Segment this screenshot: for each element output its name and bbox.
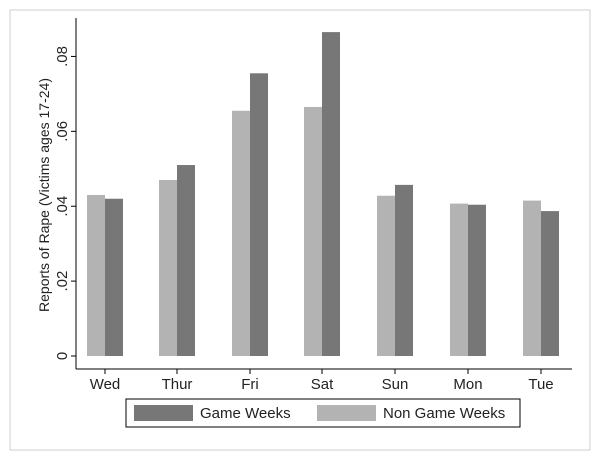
- legend-swatch: [134, 405, 193, 421]
- x-tick-label: Wed: [90, 376, 121, 393]
- x-tick-label: Fri: [241, 376, 259, 393]
- outer-frame: [9, 9, 591, 451]
- axes-layer: 0 .02 .04 .06 .08 Wed Thur Fri Sat Sun Mon Tue: [54, 18, 572, 393]
- y-tick-label: .08: [54, 46, 71, 67]
- x-tick-label: Thur: [162, 376, 193, 393]
- y-tick-label: .02: [54, 271, 71, 292]
- y-tick-label: 0: [54, 352, 71, 360]
- bar-non-game-weeks: [450, 203, 468, 356]
- legend: Game Weeks Non Game Weeks: [125, 398, 521, 428]
- bar-game-weeks: [177, 165, 195, 356]
- x-tick-label: Sun: [382, 376, 409, 393]
- bar-game-weeks: [250, 73, 268, 357]
- x-tick-label: Tue: [528, 376, 553, 393]
- y-tick-label: .06: [54, 121, 71, 142]
- bar-game-weeks: [395, 184, 413, 356]
- bar-non-game-weeks: [377, 195, 395, 356]
- bar-non-game-weeks: [523, 200, 541, 356]
- bar-non-game-weeks: [87, 194, 105, 356]
- y-tick-label: .04: [54, 196, 71, 217]
- bar-game-weeks: [541, 211, 559, 356]
- bar-non-game-weeks: [159, 180, 177, 356]
- x-tick-label: Sat: [311, 376, 334, 393]
- bar-non-game-weeks: [232, 110, 250, 356]
- bar-game-weeks: [322, 32, 340, 356]
- y-axis-title: Reports of Rape (Victims ages 17-24): [36, 78, 52, 312]
- legend-label: Game Weeks: [200, 405, 291, 422]
- bar-game-weeks: [105, 198, 123, 356]
- bar-non-game-weeks: [304, 106, 322, 356]
- legend-label: Non Game Weeks: [383, 405, 505, 422]
- bars-layer: [87, 32, 559, 357]
- x-tick-label: Mon: [453, 376, 482, 393]
- bar-game-weeks: [468, 204, 486, 356]
- legend-swatch: [317, 405, 376, 421]
